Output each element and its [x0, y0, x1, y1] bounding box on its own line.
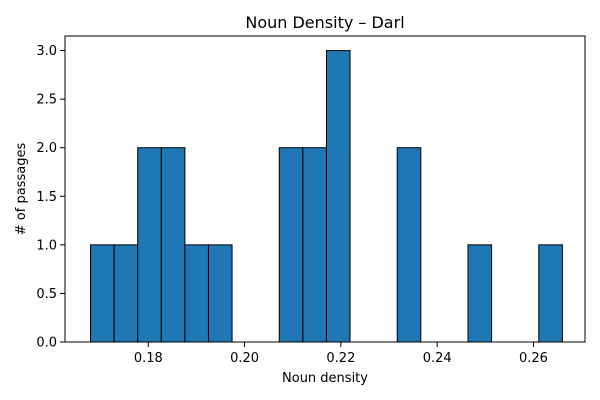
- y-axis-ticks: 0.0 0.5 1.0 1.5 2.0 2.5 3.0: [36, 44, 65, 351]
- x-tick-label: 0.18: [134, 351, 163, 366]
- x-tick-label: 0.26: [519, 351, 548, 366]
- x-axis-label: Noun density: [282, 371, 368, 386]
- x-tick-label: 0.20: [230, 351, 259, 366]
- x-axis-ticks: 0.18 0.20 0.22 0.24 0.26: [134, 342, 548, 366]
- chart-title: Noun Density – Darl: [245, 13, 404, 32]
- histogram-bar: [302, 147, 327, 343]
- histogram-bar: [137, 147, 162, 343]
- bars-group: [90, 50, 563, 343]
- x-tick-label: 0.24: [423, 351, 452, 366]
- histogram-bar: [467, 244, 493, 343]
- y-tick-label: 1.5: [36, 190, 57, 205]
- y-tick-label: 2.0: [36, 141, 57, 156]
- histogram-bar: [207, 244, 233, 343]
- y-tick-label: 1.0: [36, 238, 57, 253]
- y-axis-label: # of passages: [14, 143, 29, 236]
- histogram-bar: [538, 244, 563, 343]
- histogram-bar: [90, 244, 115, 343]
- y-tick-label: 0.0: [36, 336, 57, 351]
- histogram-bar: [160, 147, 186, 343]
- y-tick-label: 3.0: [36, 44, 57, 59]
- y-tick-label: 0.5: [36, 287, 57, 302]
- plot-frame: [64, 35, 586, 343]
- y-tick-label: 2.5: [36, 93, 57, 108]
- histogram-bar: [113, 244, 139, 343]
- histogram-bar: [396, 147, 422, 343]
- histogram-bar: [184, 244, 209, 343]
- histogram-bar: [325, 50, 351, 343]
- x-tick-label: 0.22: [326, 351, 355, 366]
- histogram-bar: [278, 147, 304, 343]
